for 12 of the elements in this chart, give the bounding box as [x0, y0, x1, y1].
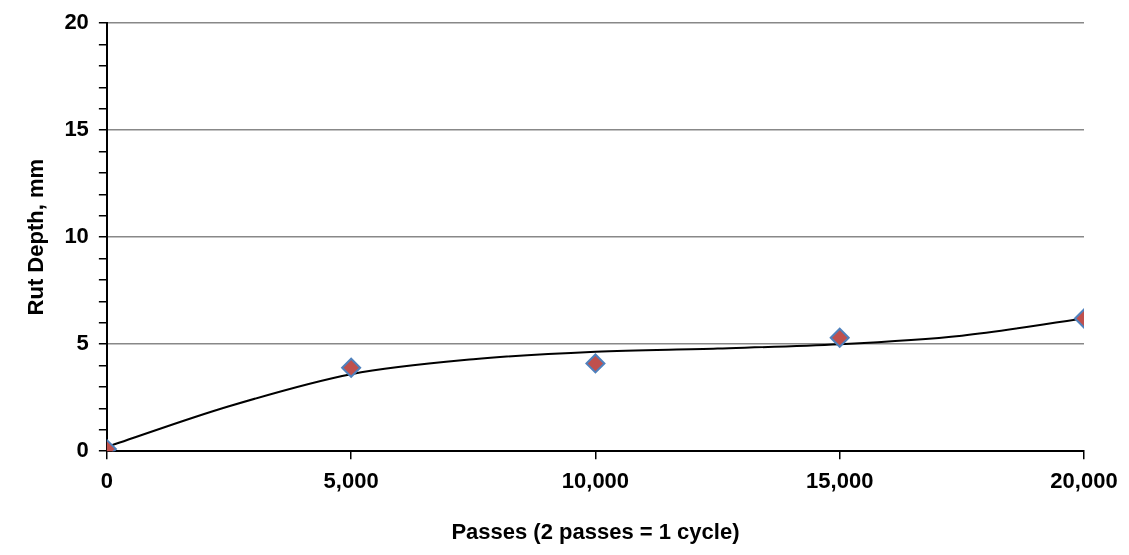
x-tick-label: 5,000	[323, 468, 379, 494]
x-tick-label: 15,000	[806, 468, 874, 494]
x-tick-label: 0	[100, 468, 113, 494]
y-tick-label: 5	[76, 330, 89, 356]
y-tick-label: 10	[64, 223, 89, 249]
y-tick-label: 20	[64, 9, 89, 35]
y-tick-label: 0	[76, 437, 89, 463]
x-tick-label: 10,000	[561, 468, 630, 494]
y-tick-label: 15	[64, 116, 89, 142]
y-axis-title: Rut Depth, mm	[23, 158, 49, 316]
x-tick-label: 20,000	[1050, 468, 1118, 494]
x-axis-title: Passes (2 passes = 1 cycle)	[451, 518, 740, 544]
